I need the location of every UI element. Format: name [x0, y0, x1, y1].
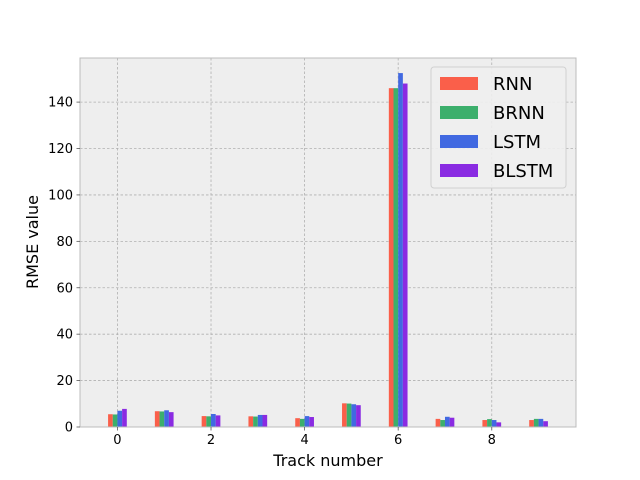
- x-tick-label: 6: [394, 433, 402, 448]
- bars: [108, 73, 548, 428]
- x-axis-label: Track number: [272, 451, 383, 470]
- bar-lstm-0: [117, 410, 123, 427]
- bar-lstm-1: [164, 410, 169, 427]
- bar-lstm-8: [491, 420, 497, 427]
- bar-lstm-9: [538, 418, 544, 427]
- legend-label-blstm: BLSTM: [493, 161, 553, 182]
- legend-label-rnn: RNN: [493, 74, 532, 95]
- legend-swatch-brnn: [440, 106, 478, 119]
- legend-swatch-lstm: [440, 135, 478, 148]
- bar-lstm-2: [211, 414, 216, 427]
- bar-lstm-4: [304, 416, 310, 427]
- bar-brnn-0: [112, 414, 118, 427]
- x-axis-ticks: 0 2 4 6 8: [113, 427, 496, 448]
- bar-lstm-7: [444, 416, 450, 427]
- x-tick-label: 2: [207, 433, 215, 448]
- y-tick-label: 80: [56, 235, 73, 250]
- bar-blstm-9: [543, 421, 548, 427]
- bar-rnn-7: [435, 418, 441, 427]
- bar-rnn-0: [108, 414, 113, 427]
- bar-lstm-3: [257, 414, 263, 427]
- y-tick-label: 120: [48, 142, 73, 157]
- bar-blstm-0: [122, 408, 127, 427]
- bar-blstm-6: [402, 83, 408, 427]
- bar-blstm-1: [168, 412, 174, 427]
- bar-rnn-2: [201, 416, 207, 427]
- bar-brnn-2: [206, 416, 212, 427]
- y-tick-label: 140: [48, 96, 73, 111]
- y-tick-label: 0: [65, 421, 73, 436]
- bar-rnn-9: [529, 420, 534, 427]
- bar-rnn-1: [154, 411, 160, 427]
- bar-brnn-9: [533, 418, 539, 427]
- bar-lstm-5: [351, 404, 357, 427]
- legend-label-lstm: LSTM: [493, 132, 541, 153]
- bar-rnn-8: [482, 420, 488, 427]
- bar-blstm-5: [356, 405, 361, 427]
- bar-rnn-5: [342, 403, 347, 427]
- bar-blstm-7: [449, 417, 455, 427]
- legend-swatch-blstm: [440, 164, 478, 177]
- x-tick-label: 0: [113, 433, 121, 448]
- bar-brnn-7: [440, 420, 445, 427]
- legend: RNN BRNN LSTM BLSTM: [430, 66, 567, 189]
- bar-brnn-5: [346, 403, 352, 427]
- y-tick-label: 60: [56, 281, 73, 296]
- y-tick-label: 100: [48, 188, 73, 203]
- bar-brnn-8: [487, 419, 492, 427]
- bar-brnn-6: [393, 88, 399, 428]
- x-tick-label: 4: [300, 433, 308, 448]
- bar-rnn-4: [295, 418, 300, 427]
- bar-blstm-4: [309, 417, 314, 427]
- bar-rnn-3: [248, 416, 254, 427]
- bar-brnn-3: [253, 416, 258, 427]
- x-tick-label: 8: [488, 433, 496, 448]
- y-tick-label: 40: [56, 328, 73, 343]
- bar-brnn-1: [159, 411, 165, 427]
- bar-lstm-6: [398, 73, 403, 428]
- bar-blstm-8: [496, 422, 502, 427]
- y-axis-label: RMSE value: [23, 195, 42, 289]
- bar-blstm-2: [215, 415, 221, 427]
- y-tick-label: 20: [56, 374, 73, 389]
- bar-brnn-4: [299, 418, 305, 427]
- legend-swatch-rnn: [440, 77, 478, 90]
- legend-label-brnn: BRNN: [493, 103, 545, 124]
- legend-frame: [430, 66, 567, 189]
- bar-rnn-6: [388, 88, 394, 428]
- plot-frame: [79, 57, 577, 428]
- bar-blstm-3: [262, 414, 268, 427]
- y-axis-ticks: 0 20 40 60 80 100 120 140: [48, 96, 80, 436]
